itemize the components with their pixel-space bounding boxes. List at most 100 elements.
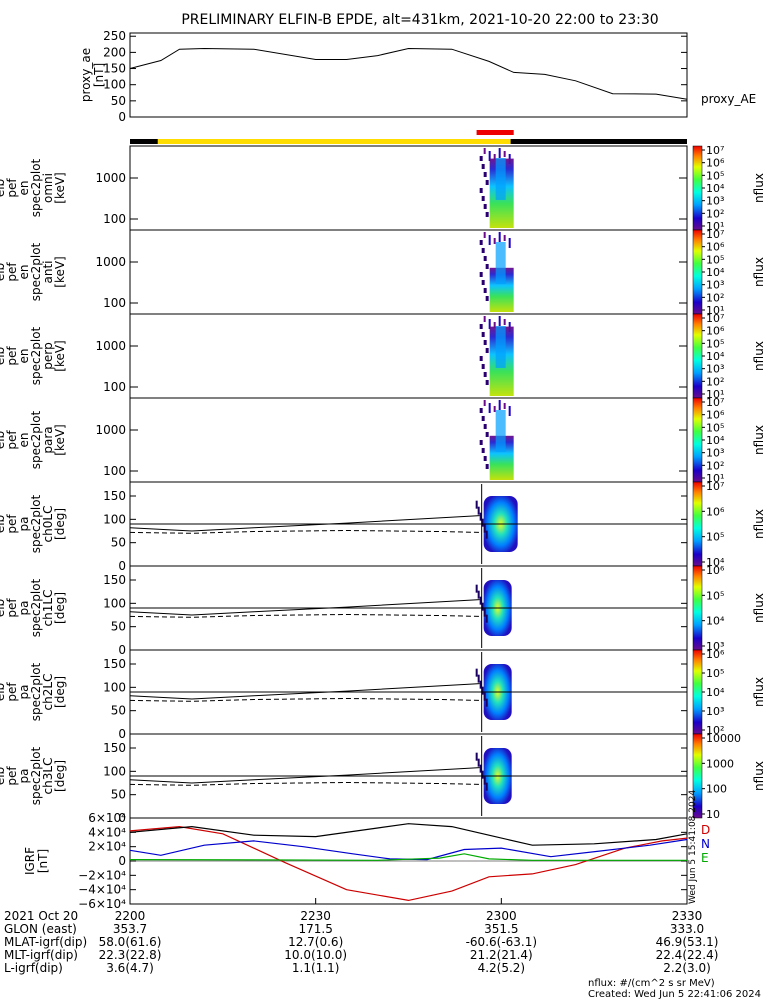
flux-pixel (479, 156, 483, 161)
proxy-ae-ylabel-line: [nT] (92, 63, 106, 87)
units-note: nflux: #/(cm^2 s sr MeV) (588, 978, 715, 989)
panel-perp: 1000100elbpefenspec2plotperp[keV]10⁷10⁶1… (0, 312, 766, 401)
ylabel-line: [keV] (53, 340, 67, 371)
colorbar-tick-label: 10² (706, 207, 724, 220)
ylabel-line: elb (0, 263, 7, 281)
colorbar-tick-label: 10⁵ (706, 421, 724, 434)
ylabel-line: [deg] (53, 508, 67, 540)
proxy-ae-ylabel-line: proxy_ae (79, 48, 93, 102)
colorbar-tick-label: 10⁴ (706, 556, 725, 569)
flux-pixel (483, 372, 487, 377)
ytick-label: 100 (103, 680, 126, 694)
colorbar-tick-label: 10 (706, 808, 720, 821)
colorbar-ch0LC (692, 481, 703, 567)
flux-pixel (485, 432, 489, 437)
ylabel-line: pef (5, 766, 19, 786)
colorbar-label: nflux (752, 509, 766, 539)
ylabel-line: pef (5, 514, 19, 534)
panel-frame-para (129, 397, 688, 483)
proxy-ae-line (129, 47, 688, 100)
flux-pixel (481, 602, 484, 611)
ylabel-ch3LC: elbpefpaspec2plotch3LC[deg] (0, 746, 67, 805)
flag-segment (157, 139, 511, 144)
colorbar-tick-label: 10⁴ (706, 182, 725, 195)
flux-pixel (498, 400, 501, 410)
flux-pixel (485, 296, 489, 301)
ylabel-line: [deg] (53, 676, 67, 708)
flux-pixel (481, 518, 484, 527)
colorbar-tick-label: 10⁴ (706, 266, 725, 279)
flux-pixel (503, 235, 506, 241)
flux-pixel (485, 380, 489, 385)
flux-pixel (485, 464, 489, 469)
flux-pixel (488, 319, 491, 329)
flux-pixel (493, 322, 496, 328)
ytick-label: 0 (118, 811, 126, 825)
colorbar-label: nflux (752, 341, 766, 371)
xaxis-row-value: 353.7 (113, 922, 147, 936)
igrf-ytick-label: 2×10⁴ (88, 840, 126, 854)
flux-pixel (508, 406, 511, 416)
flux-core (495, 410, 506, 452)
flux-pixel (503, 151, 506, 157)
xaxis-row-value: -60.6(-63.1) (466, 935, 537, 949)
flux-pixel (485, 782, 488, 791)
igrf-legend-N: N (701, 837, 710, 851)
flux-pixel (503, 403, 506, 409)
ylabel-line: elb (0, 599, 7, 617)
colorbar-tick-label: 10⁶ (706, 241, 725, 254)
proxy-ae-ytick-label: 0 (118, 110, 126, 124)
colorbar-tick-label: 10⁵ (706, 253, 724, 266)
flux-pixel (477, 506, 480, 515)
loss-cone-line (129, 515, 480, 532)
ylabel-line: pa (17, 601, 31, 616)
flux-pixel (481, 686, 484, 695)
flux-pixel (485, 614, 488, 623)
ylabel-line: elb (0, 515, 7, 533)
flux-pixel (477, 590, 480, 599)
ytick-label: 50 (111, 536, 126, 550)
flux-pixel (479, 680, 482, 689)
ytick-label: 100 (103, 512, 126, 526)
ylabel-line: spec2plot (29, 158, 43, 217)
colorbar-tick-label: 10⁷ (706, 228, 724, 241)
xaxis-row-value: 1.1(1.1) (292, 961, 340, 975)
flux-pixel (481, 364, 485, 369)
flux-pixel (503, 319, 506, 325)
ylabel-line: en (17, 433, 31, 448)
colorbar-tick-label: 10⁶ (706, 505, 725, 518)
ytick-label: 1000 (95, 423, 126, 437)
ylabel-line: spec2plot (29, 242, 43, 301)
flag-segment (510, 139, 687, 144)
ytick-label: 100 (103, 464, 126, 478)
proxy-ae-frame (129, 32, 688, 118)
panel-anti: 1000100elbpefenspec2plotanti[keV]10⁷10⁶1… (0, 228, 766, 317)
flux-pixel (483, 204, 487, 209)
ytick-label: 150 (103, 657, 126, 671)
flux-pixel (483, 288, 487, 293)
colorbar-tick-label: 10¹ (706, 220, 724, 233)
colorbar-omni (692, 145, 703, 231)
igrf-ylabel-line: IGRF (23, 847, 37, 875)
flux-pixel (483, 608, 486, 617)
ytick-label: 100 (103, 296, 126, 310)
flux-pixel (479, 324, 483, 329)
ylabel-omni: elbpefenspec2plotomni[keV] (0, 158, 67, 217)
igrf-ytick-label: −2×10⁴ (78, 868, 126, 882)
colorbar-anti (692, 229, 703, 315)
flux-pixel (479, 272, 483, 277)
ytick-label: 1000 (95, 255, 126, 269)
xaxis-row-value: 12.7(0.6) (288, 935, 343, 949)
xaxis-row-value: 2300 (486, 909, 517, 923)
ylabel-line: ch2LC (41, 674, 55, 711)
ylabel-line: spec2plot (29, 662, 43, 721)
xaxis-row-value: 171.5 (298, 922, 332, 936)
ylabel-line: pa (17, 685, 31, 700)
ylabel-line: pa (17, 769, 31, 784)
ytick-label: 1000 (95, 171, 126, 185)
ylabel-line: omni (41, 173, 55, 203)
proxy-ae-ytick-label: 250 (103, 29, 126, 43)
ylabel-line: perp (41, 342, 55, 370)
ylabel-line: elb (0, 683, 7, 701)
ytick-label: 150 (103, 741, 126, 755)
